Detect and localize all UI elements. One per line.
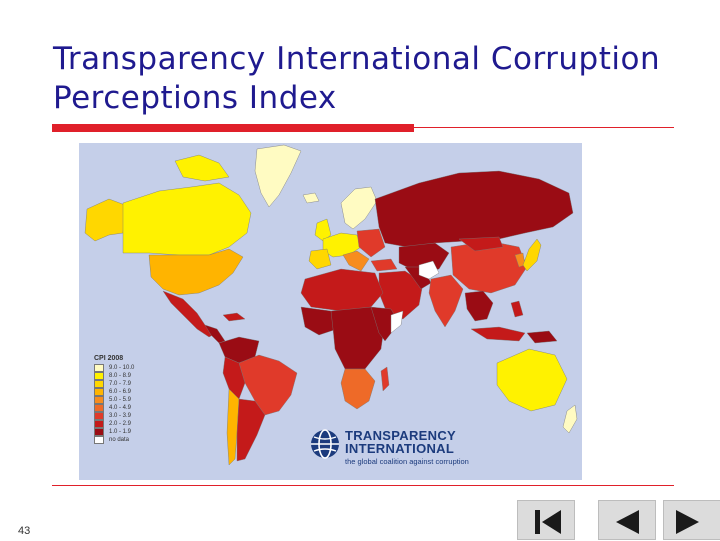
somalia-horn bbox=[390, 310, 404, 334]
cpi-legend: CPI 2008 9.0 - 10.0 8.0 - 8.9 7.0 - 7.9 … bbox=[94, 355, 174, 444]
page-number: 43 bbox=[18, 525, 31, 537]
legend-label: 7.0 - 7.9 bbox=[109, 381, 132, 387]
logo-tagline: the global coalition against corruption bbox=[345, 457, 469, 466]
legend-swatch bbox=[94, 364, 104, 372]
legend-label: 6.0 - 6.9 bbox=[109, 389, 132, 395]
logo-line-2: INTERNATIONAL bbox=[345, 441, 455, 456]
argentina bbox=[236, 398, 266, 462]
legend-item: 1.0 - 1.9 bbox=[94, 428, 174, 436]
southeast-asia bbox=[464, 290, 494, 322]
legend-swatch bbox=[94, 396, 104, 404]
legend-swatch bbox=[94, 388, 104, 396]
legend-item: 3.0 - 3.9 bbox=[94, 412, 174, 420]
legend-item: 2.0 - 2.9 bbox=[94, 420, 174, 428]
madagascar bbox=[380, 366, 390, 392]
footer-divider bbox=[52, 485, 674, 486]
legend-label: 2.0 - 2.9 bbox=[109, 421, 132, 427]
india bbox=[428, 274, 464, 328]
legend-swatch bbox=[94, 436, 104, 444]
legend-title: CPI 2008 bbox=[94, 355, 124, 362]
central-asia bbox=[398, 242, 450, 274]
first-slide-button[interactable] bbox=[517, 500, 575, 540]
caribbean bbox=[222, 312, 246, 322]
afghanistan bbox=[418, 260, 440, 280]
legend-label: 4.0 - 4.9 bbox=[109, 405, 132, 411]
arctic-islands bbox=[174, 154, 230, 182]
first-slide-icon bbox=[535, 510, 561, 534]
slide-title: Transparency International Corruption Pe… bbox=[53, 40, 693, 118]
southern-africa bbox=[340, 368, 376, 410]
globe-icon bbox=[311, 429, 339, 459]
legend-label: 3.0 - 3.9 bbox=[109, 413, 132, 419]
new-guinea bbox=[526, 330, 558, 344]
legend-item: 5.0 - 5.9 bbox=[94, 396, 174, 404]
indonesia bbox=[470, 326, 526, 342]
legend-item: 8.0 - 8.9 bbox=[94, 372, 174, 380]
canada bbox=[122, 182, 252, 256]
next-slide-icon bbox=[676, 510, 699, 534]
russia bbox=[374, 170, 574, 248]
alaska bbox=[84, 198, 126, 242]
transparency-international-logo: TRANSPARENCY INTERNATIONAL the global co… bbox=[309, 428, 499, 470]
legend-swatch bbox=[94, 372, 104, 380]
new-zealand bbox=[562, 404, 578, 434]
turkey bbox=[370, 258, 398, 272]
greenland bbox=[254, 144, 302, 208]
usa bbox=[148, 248, 244, 296]
previous-slide-icon bbox=[616, 510, 639, 534]
slide-title-line-1: Transparency International Corruption bbox=[53, 41, 661, 77]
logo-line-1: TRANSPARENCY bbox=[345, 428, 456, 443]
legend-label: 9.0 - 10.0 bbox=[109, 365, 135, 371]
legend-swatch bbox=[94, 428, 104, 436]
world-map-graphic bbox=[84, 144, 578, 466]
title-underline-thick bbox=[52, 124, 414, 132]
world-map: CPI 2008 9.0 - 10.0 8.0 - 8.9 7.0 - 7.9 … bbox=[79, 143, 582, 480]
legend-label: 5.0 - 5.9 bbox=[109, 397, 132, 403]
iceland bbox=[302, 192, 320, 204]
next-slide-button[interactable] bbox=[663, 500, 720, 540]
mongolia bbox=[458, 236, 504, 252]
scandinavia bbox=[340, 186, 378, 230]
legend-item: 6.0 - 6.9 bbox=[94, 388, 174, 396]
australia bbox=[496, 348, 568, 412]
north-africa bbox=[300, 268, 384, 312]
logo-wordmark: TRANSPARENCY INTERNATIONAL bbox=[345, 429, 456, 455]
japan bbox=[522, 238, 542, 272]
legend-label: no data bbox=[109, 437, 130, 443]
legend-item: 4.0 - 4.9 bbox=[94, 404, 174, 412]
west-africa bbox=[300, 306, 338, 336]
legend-swatch bbox=[94, 420, 104, 428]
legend-item: 9.0 - 10.0 bbox=[94, 364, 174, 372]
iberia bbox=[308, 248, 332, 270]
italy-balkans bbox=[342, 250, 370, 272]
title-underline bbox=[52, 124, 674, 132]
slide-title-line-2: Perceptions Index bbox=[53, 80, 337, 116]
legend-swatch bbox=[94, 412, 104, 420]
title-underline-thin bbox=[414, 127, 674, 128]
previous-slide-button[interactable] bbox=[598, 500, 656, 540]
legend-item: no data bbox=[94, 436, 174, 444]
brazil bbox=[238, 354, 298, 416]
philippines bbox=[510, 300, 524, 318]
legend-item: 7.0 - 7.9 bbox=[94, 380, 174, 388]
legend-label: 1.0 - 1.9 bbox=[109, 429, 132, 435]
legend-label: 8.0 - 8.9 bbox=[109, 373, 132, 379]
legend-swatch bbox=[94, 404, 104, 412]
eastern-europe bbox=[356, 228, 386, 258]
legend-swatch bbox=[94, 380, 104, 388]
